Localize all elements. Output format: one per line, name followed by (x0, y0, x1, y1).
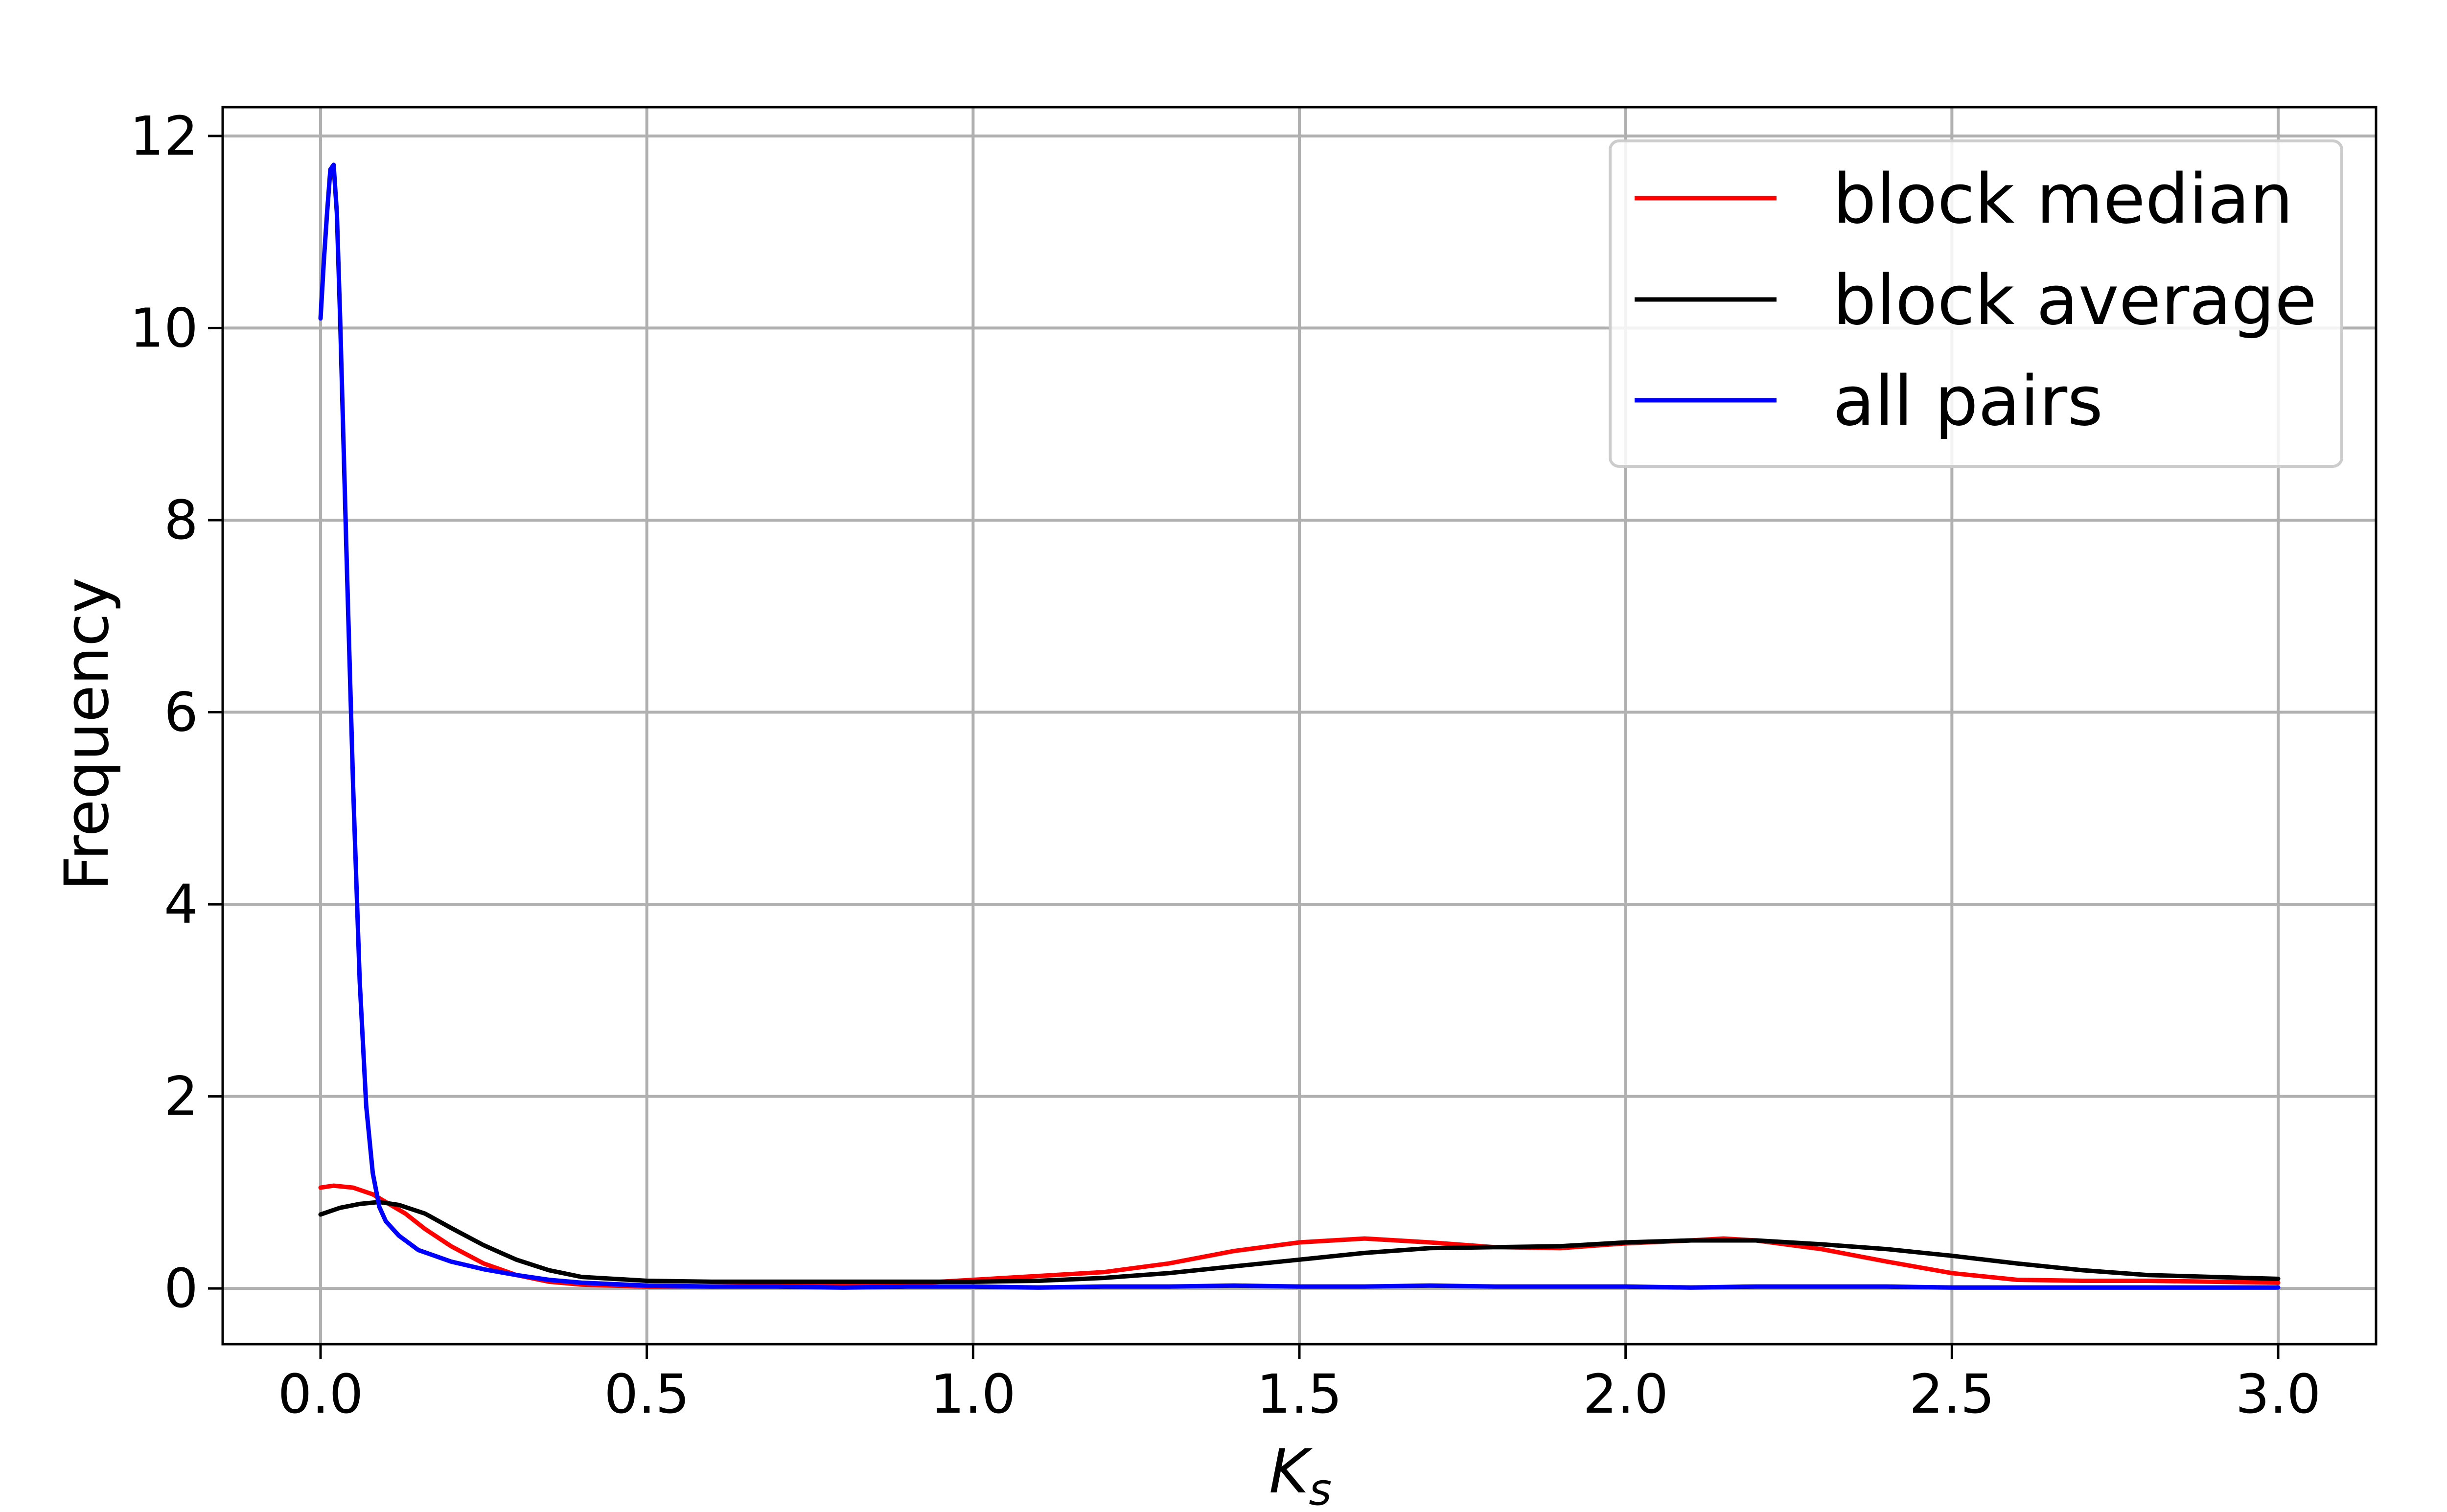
legend-box (1609, 139, 2343, 468)
series-line-block-average (318, 1200, 2281, 1284)
x-tick-label: 2.0 (1583, 1363, 1668, 1425)
legend: block median block average all pairs (1609, 139, 2343, 468)
x-tick-label: 1.5 (1257, 1363, 1342, 1425)
series-line-block-median (318, 1183, 2281, 1289)
x-tick-label: 3.0 (2236, 1363, 2321, 1425)
x-axis-label: Ks (1269, 1437, 1332, 1512)
legend-label: block average (1833, 261, 2317, 341)
legend-items: block median block average all pairs (1635, 160, 2317, 441)
y-axis-label: Frequency (52, 577, 122, 891)
y-tick-label: 8 (164, 489, 198, 551)
y-tick-label: 6 (164, 681, 198, 744)
y-tick-label: 10 (130, 297, 198, 359)
x-tick-label: 0.0 (278, 1363, 364, 1425)
y-tick-label: 12 (130, 105, 198, 167)
y-tick-label: 4 (164, 873, 198, 936)
x-tick-label: 0.5 (604, 1363, 690, 1425)
legend-label: all pairs (1833, 362, 2103, 441)
series-line-all-pairs (318, 162, 2281, 1290)
legend-label: block median (1833, 160, 2293, 239)
x-tick-label: 2.5 (1909, 1363, 1995, 1425)
x-tick-label: 1.0 (930, 1363, 1016, 1425)
y-tick-label: 2 (164, 1065, 198, 1128)
axis-ticks: 0.0 0.5 1.0 1.5 2.0 2.5 3.0 0 2 4 6 8 10 12 (130, 105, 2321, 1425)
y-tick-label: 0 (164, 1257, 198, 1320)
plot-area (318, 162, 2281, 1290)
